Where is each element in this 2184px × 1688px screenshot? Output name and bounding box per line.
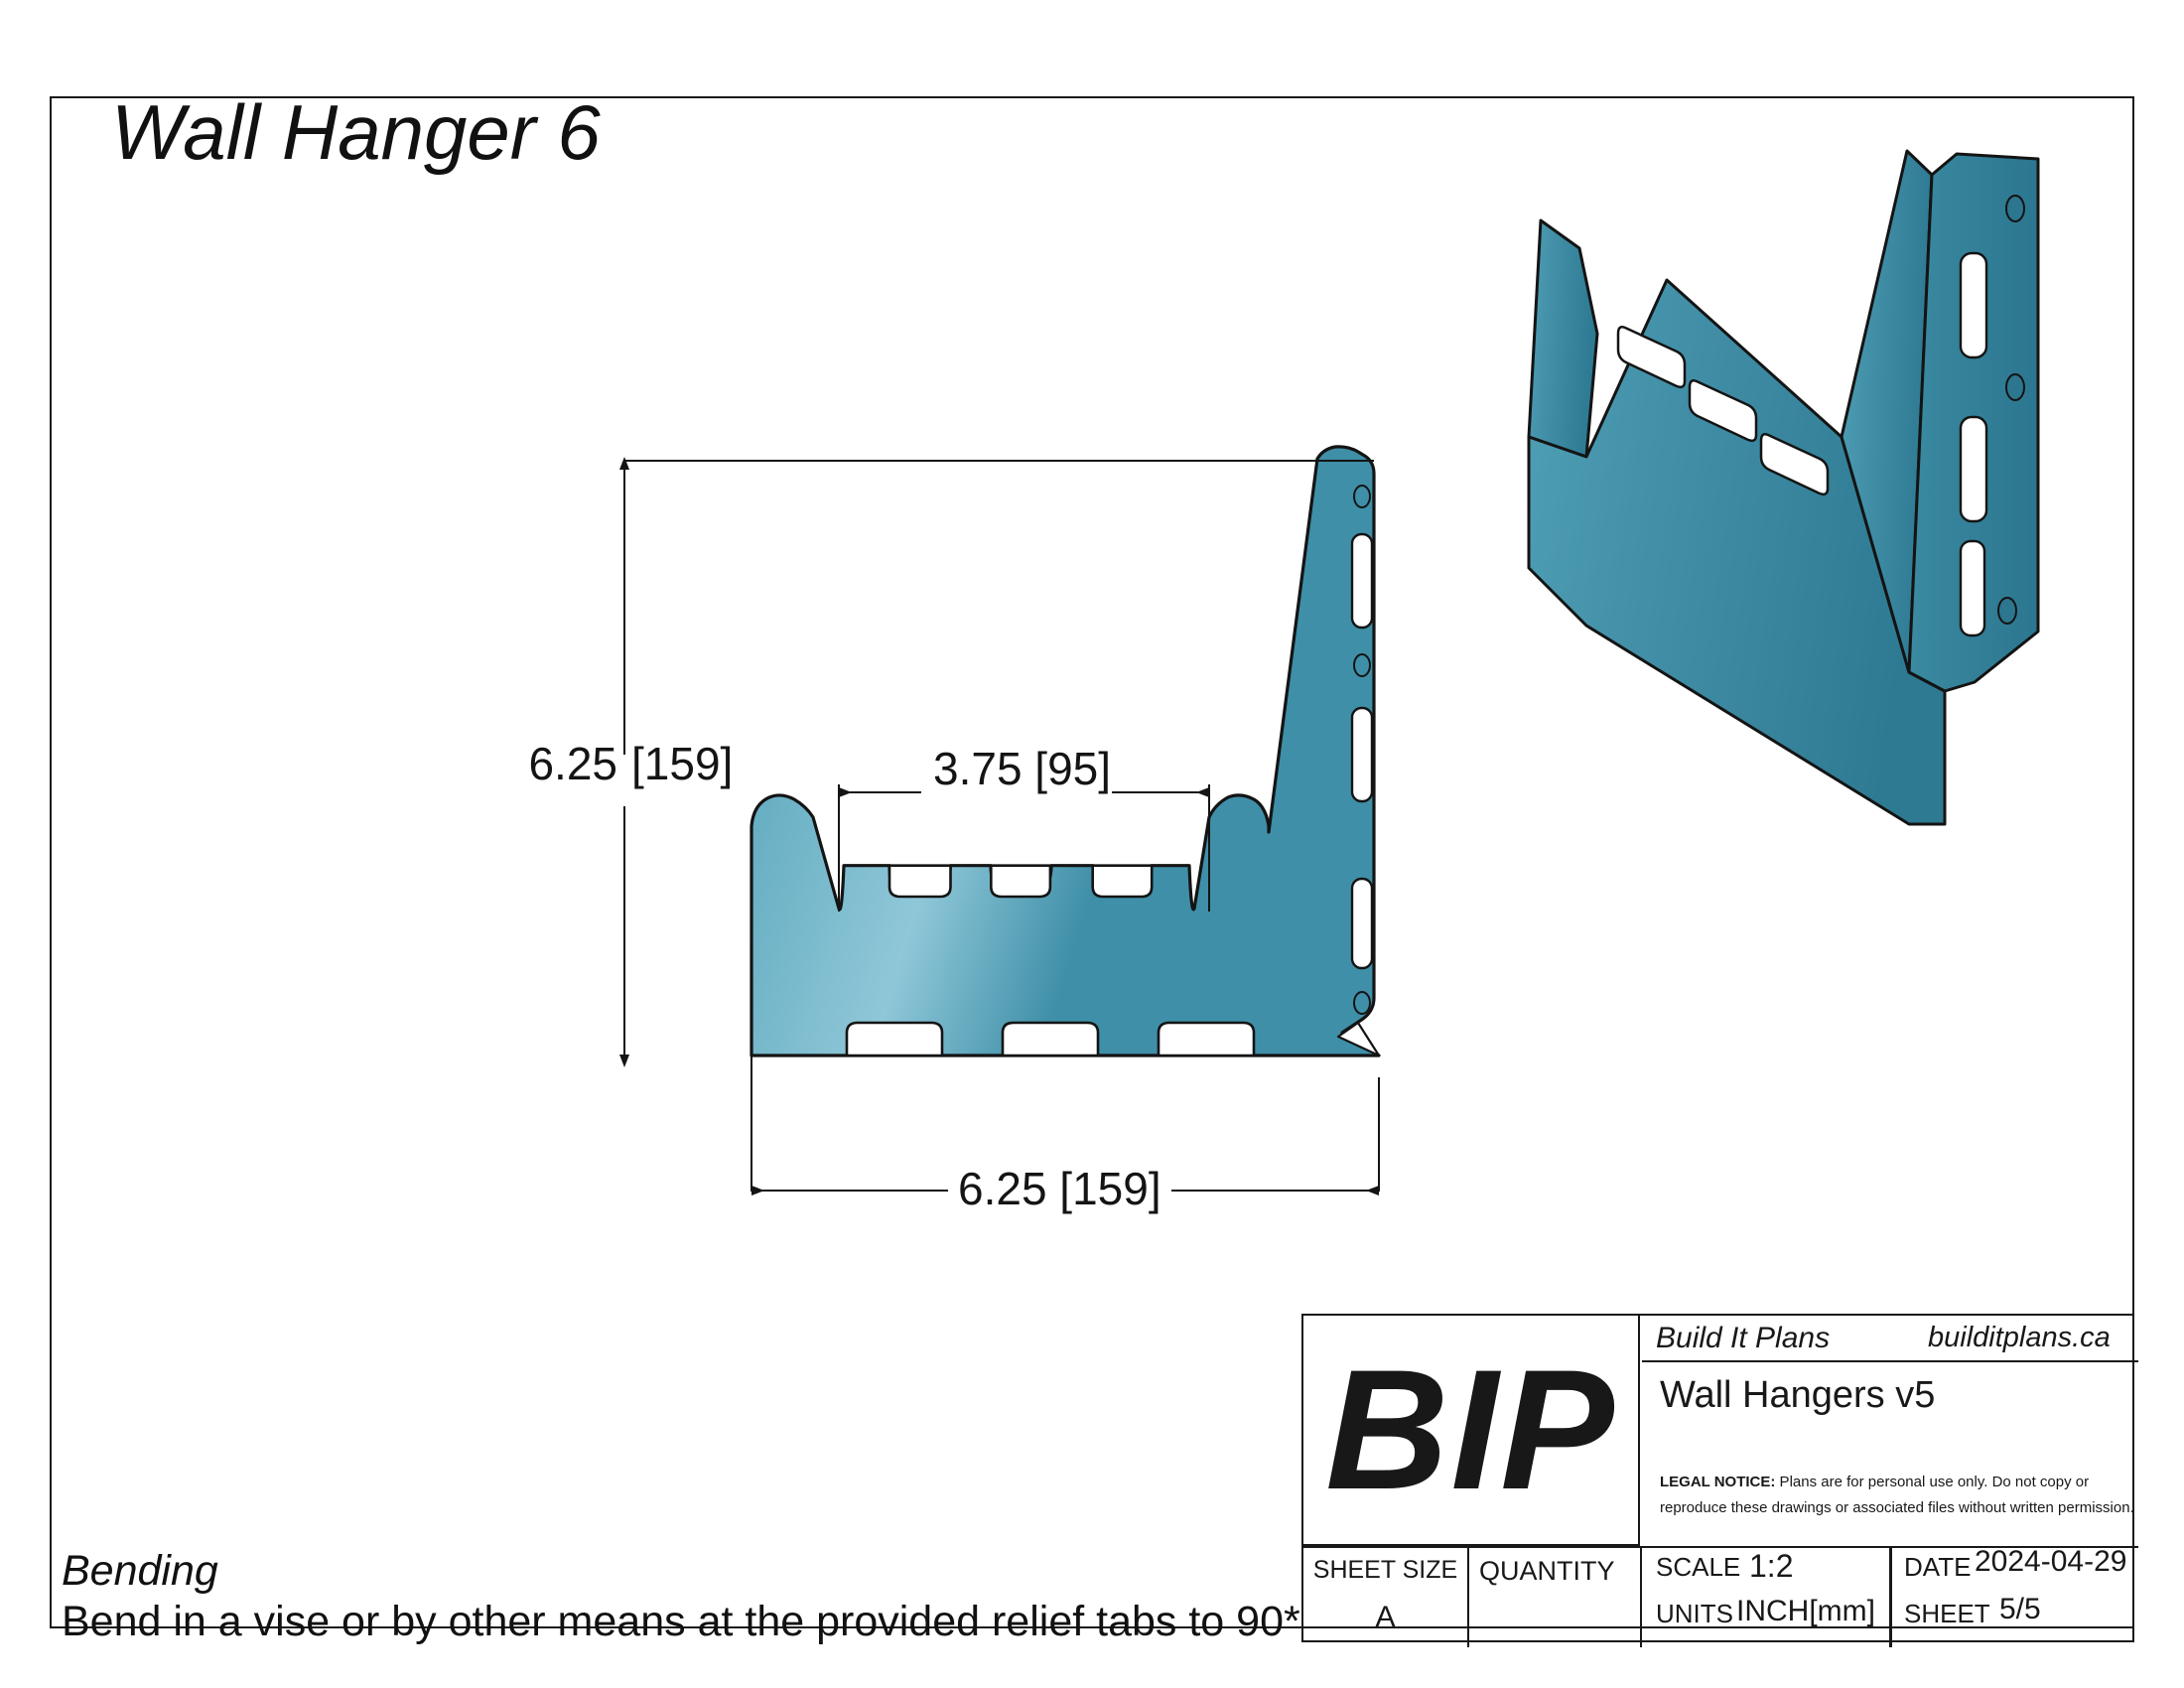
svg-text:[159]: [159] [631, 738, 733, 789]
svg-text:3.75 [95]: 3.75 [95] [933, 743, 1111, 794]
svg-text:6.25 [159]: 6.25 [159] [958, 1163, 1161, 1214]
svg-text:6.25: 6.25 [528, 738, 617, 789]
